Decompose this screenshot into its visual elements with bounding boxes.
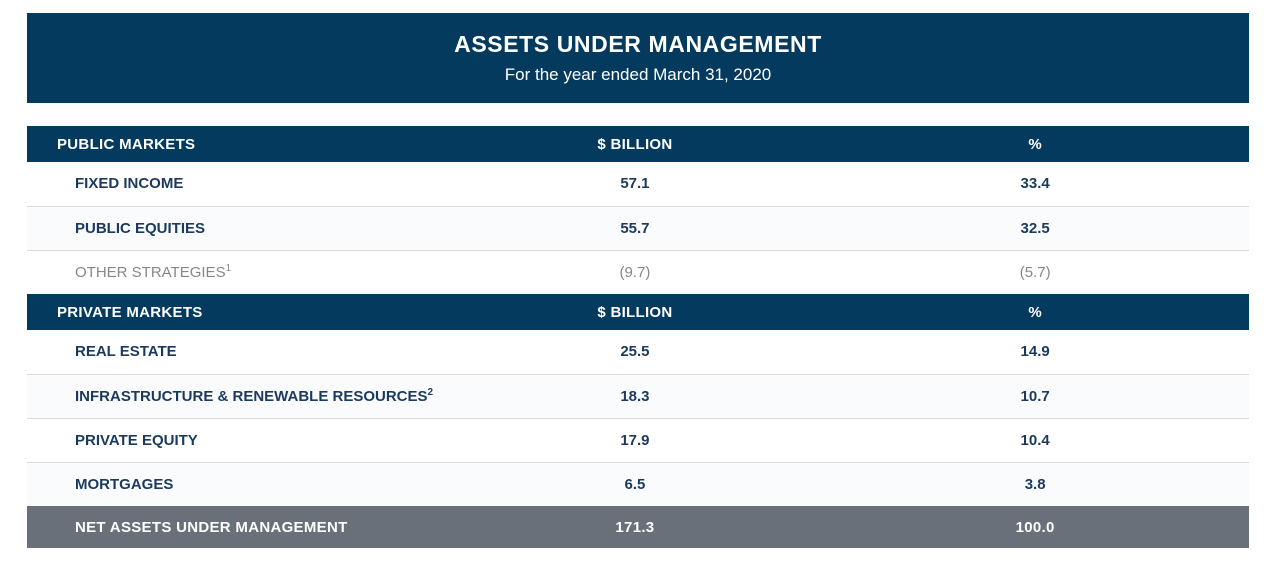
- column-header-billion: $ BILLION: [448, 294, 822, 330]
- row-label-cell: OTHER STRATEGIES1: [27, 249, 449, 294]
- total-label: NET ASSETS UNDER MANAGEMENT: [27, 506, 449, 548]
- billion-value: 57.1: [448, 162, 822, 206]
- title-banner: ASSETS UNDER MANAGEMENT For the year end…: [27, 13, 1249, 103]
- table-row-real-estate: REAL ESTATE 25.5 14.9: [27, 330, 1249, 374]
- billion-value: 6.5: [448, 461, 822, 506]
- table-row-other-strategies: OTHER STRATEGIES1 (9.7) (5.7): [27, 249, 1249, 294]
- table-row-public-equities: PUBLIC EQUITIES 55.7 32.5: [27, 205, 1249, 250]
- total-billion-value: 171.3: [448, 506, 822, 548]
- section-title: PUBLIC MARKETS: [27, 126, 449, 162]
- section-header-private-markets: PRIVATE MARKETS $ BILLION %: [27, 294, 1249, 330]
- table-row-mortgages: MORTGAGES 6.5 3.8: [27, 461, 1249, 506]
- billion-value: 17.9: [448, 417, 822, 462]
- page-subtitle: For the year ended March 31, 2020: [504, 65, 772, 84]
- percent-value: 32.5: [821, 205, 1249, 250]
- row-label: MORTGAGES: [75, 475, 174, 493]
- billion-value: 25.5: [448, 330, 822, 374]
- page-title: ASSETS UNDER MANAGEMENT: [454, 31, 822, 57]
- row-label-cell: REAL ESTATE: [27, 330, 449, 374]
- row-label-cell: MORTGAGES: [27, 461, 449, 506]
- section-header-public-markets: PUBLIC MARKETS $ BILLION %: [27, 126, 1249, 162]
- billion-value: (9.7): [448, 249, 822, 294]
- row-label-cell: FIXED INCOME: [27, 162, 449, 206]
- percent-value: 33.4: [821, 162, 1249, 206]
- row-label: FIXED INCOME: [75, 175, 184, 193]
- table-row-fixed-income: FIXED INCOME 57.1 33.4: [27, 162, 1249, 206]
- row-label-cell: PRIVATE EQUITY: [27, 417, 449, 462]
- billion-value: 18.3: [448, 373, 822, 418]
- aum-table: PUBLIC MARKETS $ BILLION % FIXED INCOME …: [27, 126, 1249, 548]
- table-row-infrastructure-renewable-resources: INFRASTRUCTURE & RENEWABLE RESOURCES2 18…: [27, 373, 1249, 418]
- column-header-percent: %: [821, 294, 1249, 330]
- column-header-percent: %: [821, 126, 1249, 162]
- section-title: PRIVATE MARKETS: [27, 294, 449, 330]
- table-row-private-equity: PRIVATE EQUITY 17.9 10.4: [27, 417, 1249, 462]
- row-label: PUBLIC EQUITIES: [75, 219, 206, 237]
- table-row-net-assets-total: NET ASSETS UNDER MANAGEMENT 171.3 100.0: [27, 506, 1249, 548]
- row-label: REAL ESTATE: [75, 343, 177, 361]
- row-label: PRIVATE EQUITY: [75, 431, 198, 449]
- percent-value: 10.7: [821, 373, 1249, 418]
- row-label-cell: INFRASTRUCTURE & RENEWABLE RESOURCES2: [27, 373, 449, 418]
- billion-value: 55.7: [448, 205, 822, 250]
- percent-value: 10.4: [821, 417, 1249, 462]
- row-label-cell: PUBLIC EQUITIES: [27, 205, 449, 250]
- footnote-marker: 1: [225, 262, 232, 274]
- footnote-marker: 2: [427, 386, 434, 398]
- column-header-billion: $ BILLION: [448, 126, 822, 162]
- percent-value: (5.7): [821, 249, 1249, 294]
- percent-value: 14.9: [821, 330, 1249, 374]
- row-label: OTHER STRATEGIES: [75, 263, 226, 281]
- percent-value: 3.8: [821, 461, 1249, 506]
- row-label: INFRASTRUCTURE & RENEWABLE RESOURCES: [75, 387, 428, 405]
- total-percent-value: 100.0: [821, 506, 1249, 548]
